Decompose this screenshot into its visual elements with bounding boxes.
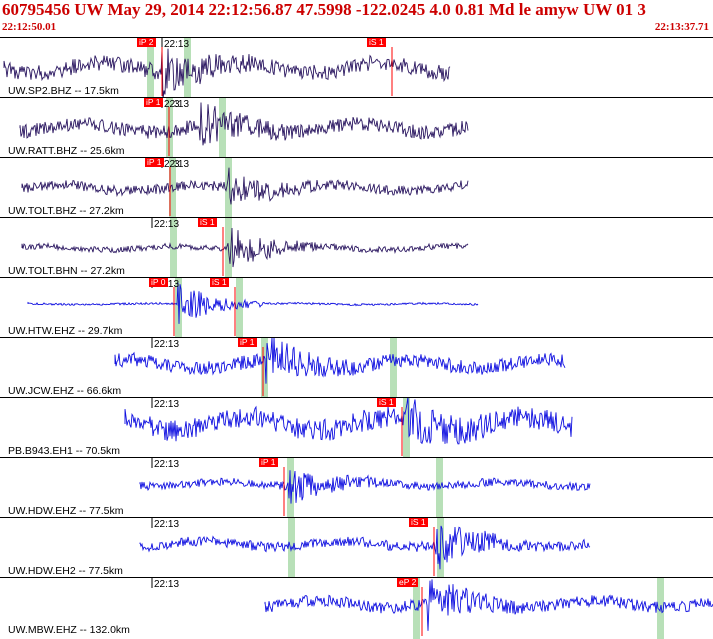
minute-tick-label: 22:13 — [154, 579, 180, 590]
analysis-window — [236, 278, 243, 337]
waveform — [21, 167, 469, 205]
trace-panel[interactable]: 22:13 iP 1 3 UW.RATT.BHZ -- 25.6km — [0, 97, 713, 157]
channel-label: UW.SP2.BHZ -- 17.5km — [8, 85, 119, 97]
pick-label[interactable]: iP 2 — [137, 37, 156, 47]
minute-tick-label: 22:13 — [154, 219, 180, 230]
trace-panel[interactable]: 22:13 eP 2 UW.MBW.EHZ -- 132.0km — [0, 577, 713, 639]
pick-label[interactable]: iP 1 — [259, 457, 278, 467]
pick-label[interactable]: iP 0 — [149, 277, 168, 287]
event-title: 60795456 UW May 29, 2014 22:12:56.87 47.… — [2, 0, 646, 19]
minute-tick-label: 22:13 — [154, 519, 180, 530]
trace-panel[interactable]: 22:13 iP 1 UW.HDW.EHZ -- 77.5km — [0, 457, 713, 517]
waveform — [124, 398, 573, 445]
waveform — [114, 338, 566, 384]
pick-label[interactable]: 3 — [174, 159, 180, 170]
minute-tick-label: 22:13 — [154, 399, 180, 410]
trace-plot — [3, 38, 451, 97]
channel-label: UW.TOLT.BHZ -- 27.2km — [8, 205, 124, 217]
pick-label[interactable]: iS 1 — [367, 37, 386, 47]
trace-panel[interactable]: 22:13 iS 1 PB.B943.EH1 -- 70.5km — [0, 397, 713, 457]
trace-plot — [139, 458, 591, 517]
waveform — [3, 48, 451, 97]
pick-label[interactable]: iS 1 — [409, 517, 428, 527]
analysis-window — [170, 218, 177, 277]
pick-label[interactable]: iS 1 — [377, 397, 396, 407]
trace-plot — [114, 338, 566, 397]
pick-label[interactable]: iS 1 — [198, 217, 217, 227]
channel-label: UW.JCW.EHZ -- 66.6km — [8, 385, 122, 397]
trace-panel[interactable]: 22:13 iP 1 UW.JCW.EHZ -- 66.6km — [0, 337, 713, 397]
minute-tick-label: 22:13 — [154, 339, 180, 350]
pick-label[interactable]: iP 1 — [144, 97, 163, 107]
channel-label: UW.HDW.EH2 -- 77.5km — [8, 565, 123, 577]
channel-label: UW.MBW.EHZ -- 132.0km — [8, 624, 130, 636]
analysis-window — [219, 98, 226, 157]
analysis-window — [225, 158, 232, 217]
waveform — [139, 525, 591, 570]
channel-label: UW.HTW.EHZ -- 29.7km — [8, 325, 123, 337]
pick-label[interactable]: 3 — [174, 99, 180, 110]
waveform — [19, 102, 469, 146]
pick-label[interactable]: eP 2 — [397, 577, 419, 587]
trace-panel[interactable]: 22:13 iP 1 3 UW.TOLT.BHZ -- 27.2km — [0, 157, 713, 217]
channel-label: UW.TOLT.BHN -- 27.2km — [8, 265, 125, 277]
trace-panel[interactable]: 22:13 iS 1 UW.TOLT.BHN -- 27.2km — [0, 217, 713, 277]
analysis-window — [390, 338, 397, 397]
pick-label[interactable]: iP 1 — [145, 157, 164, 167]
minute-tick-label: 22:13 — [164, 159, 190, 170]
analysis-window — [261, 338, 268, 397]
waveform — [264, 579, 713, 631]
waveform — [21, 227, 469, 268]
trace-plot — [124, 398, 573, 457]
minute-tick-label: 22:13 — [164, 39, 190, 50]
time-end: 22:13:37.71 — [654, 21, 709, 33]
channel-label: UW.RATT.BHZ -- 25.6km — [8, 145, 125, 157]
trace-plot — [139, 518, 591, 577]
channel-label: UW.HDW.EHZ -- 77.5km — [8, 505, 124, 517]
pick-label[interactable]: iP 1 — [238, 337, 257, 347]
trace-plot — [21, 218, 469, 277]
trace-plot — [151, 578, 713, 639]
analysis-window — [403, 398, 410, 457]
seismogram-panels: 22:13 iP 2 iS 1 UW.SP2.BHZ -- 17.5km 22:13 iP… — [0, 37, 713, 639]
header: 60795456 UW May 29, 2014 22:12:56.87 47.… — [0, 0, 713, 36]
analysis-window — [147, 38, 154, 97]
waveform — [27, 282, 479, 324]
minute-tick-label: 22:13 — [164, 99, 190, 110]
trace-panel[interactable]: 22:13 iP 2 iS 1 UW.SP2.BHZ -- 17.5km — [0, 37, 713, 97]
minute-tick-label: 22:13 — [154, 459, 180, 470]
waveform — [139, 470, 591, 504]
trace-panel[interactable]: 22:13 iS 1 UW.HDW.EH2 -- 77.5km — [0, 517, 713, 577]
pick-label[interactable]: iS 1 — [210, 277, 229, 287]
channel-label: PB.B943.EH1 -- 70.5km — [8, 445, 121, 457]
time-start: 22:12:50.01 — [2, 21, 57, 33]
